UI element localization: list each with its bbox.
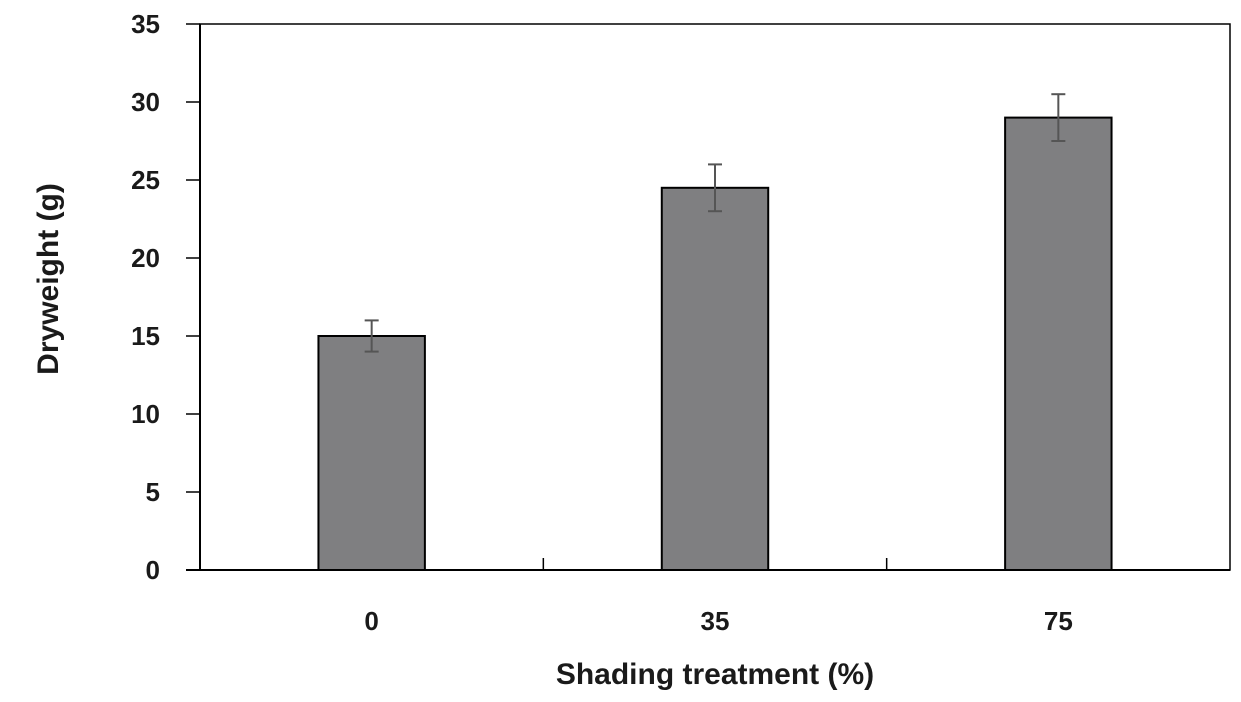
bar (1004, 116, 1113, 571)
x-ticks-layer: 0 35 75 (364, 558, 1073, 636)
y-tick-label: 20 (131, 243, 160, 273)
y-tick-label: 25 (131, 165, 160, 195)
y-tick-label: 30 (131, 87, 160, 117)
y-tick-label: 15 (131, 321, 160, 351)
y-tick-label: 10 (131, 399, 160, 429)
x-tick-label: 0 (364, 606, 378, 636)
x-axis-title: Shading treatment (%) (556, 658, 874, 691)
error-bars-layer (364, 93, 1066, 353)
bar (317, 335, 426, 571)
x-tick-label: 35 (701, 606, 730, 636)
bar (660, 186, 770, 572)
y-ticks-layer: 0 5 10 15 20 25 30 35 (131, 9, 200, 585)
y-axis-title: Dryweight (g) (32, 183, 65, 375)
y-tick-label: 0 (146, 555, 160, 585)
y-tick-label: 35 (131, 9, 160, 39)
x-tick-label: 75 (1044, 606, 1073, 636)
y-tick-label: 5 (146, 477, 160, 507)
